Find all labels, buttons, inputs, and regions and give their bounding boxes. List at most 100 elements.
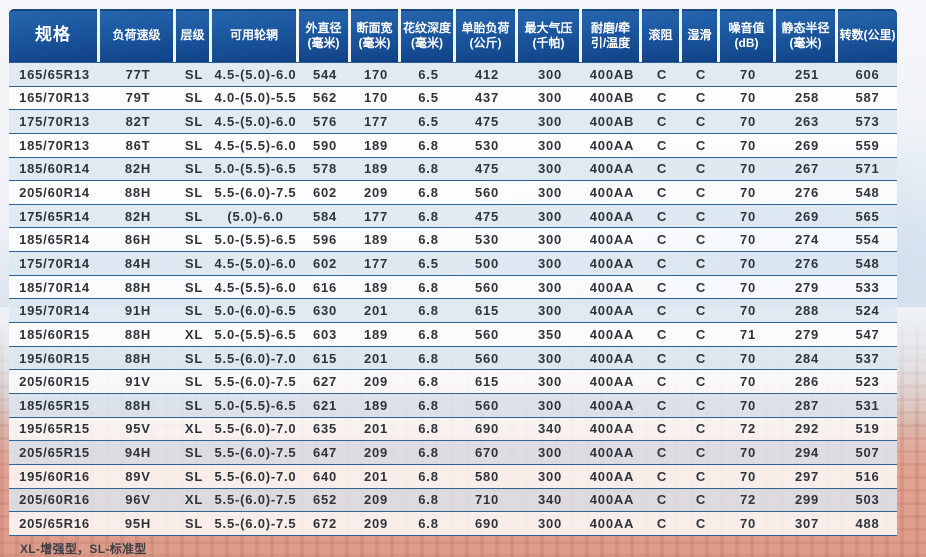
table-cell: 82T [125,114,151,130]
table-cell: 276 [794,185,820,201]
table-cell: 177 [363,114,389,130]
table-cell: C [656,114,668,130]
column-header-unit: (千帕) [532,35,565,50]
table-cell: 185/60R15 [19,326,90,342]
table-cell: 400AA [589,255,635,271]
table-cell: 5.5-(6.0)-7.5 [214,185,297,201]
column-header-label: 外直径 [305,21,342,36]
table-cell: C [695,350,707,366]
table-cell: C [656,90,668,106]
table-cell: 400AB [589,114,635,130]
table-cell: C [695,468,707,484]
table-cell: C [656,185,668,201]
table-cell: 307 [794,515,820,531]
table-cell: 475 [474,208,500,224]
table-cell: SL [184,208,204,224]
table-cell: 70 [739,137,757,153]
table-cell: 524 [855,303,880,319]
table-cell: 70 [739,515,757,531]
table-cell: 70 [739,208,757,224]
table-cell: SL [184,161,204,177]
table-cell: 615 [474,303,500,319]
table-cell: SL [184,515,204,531]
table-cell: 5.5-(6.0)-7.0 [214,421,297,437]
table-cell: C [695,161,707,177]
table-cell: 5.5-(6.0)-7.5 [214,515,297,531]
table-cell: C [695,303,707,319]
table-cell: C [695,326,707,342]
table-cell: 300 [537,515,563,531]
table-cell: 209 [363,492,389,508]
table-cell: SL [184,374,204,390]
table-cell: 4.0-(5.0)-5.5 [214,90,297,106]
table-cell: 185/70R13 [19,137,90,153]
table-cell: 400AA [589,185,635,201]
table-cell: 519 [855,421,880,437]
table-cell: C [695,421,707,437]
table-cell: 185/65R14 [19,232,90,248]
table-cell: 6.8 [418,421,439,437]
table-cell: 554 [855,232,880,248]
table-cell: 475 [474,161,500,177]
table-cell: C [656,137,668,153]
table-cell: 5.0-(5.5)-6.5 [214,326,297,342]
column-header-unit: (dB) [734,35,759,50]
table-cell: 300 [537,303,563,319]
table-cell: 400AA [589,326,635,342]
table-cell: 96V [125,492,151,508]
column-header-label: 噪音值 [728,21,765,36]
table-cell: 209 [363,185,389,201]
table-cell: 170 [363,66,389,82]
table-cell: C [695,185,707,201]
table-cell: 294 [794,445,820,461]
table-cell: 5.0-(5.5)-6.5 [214,161,297,177]
column-header-label: 层级 [180,28,205,43]
table-cell: 580 [474,468,500,484]
table-cell: 5.5-(6.0)-7.0 [214,350,297,366]
table-cell: 562 [312,90,338,106]
column-header-label: 断面宽 [356,21,393,36]
column-header-label: 最大气压 [524,21,573,36]
table-cell: C [656,468,668,484]
table-cell: 70 [739,185,757,201]
table-cell: 86T [125,137,151,153]
table-cell: 437 [474,90,500,106]
table-cell: 640 [312,468,338,484]
table-cell: 584 [312,208,338,224]
table-cell: SL [184,232,204,248]
column-header-wear-traction-temp: 耐磨/牵 引/温度 [582,9,642,62]
table-cell: 690 [474,515,500,531]
table-cell: C [695,137,707,153]
table-cell: 635 [312,421,338,437]
table-cell: 560 [474,326,500,342]
table-cell: SL [184,468,204,484]
table-cell: 189 [363,279,389,295]
table-cell: 72 [739,421,757,437]
table-row: 195/60R15 88H SL 5.5-(6.0)-7.0 615 201 6.8 560 3… [9,346,897,371]
table-cell: 70 [739,279,757,295]
table-cell: 300 [537,255,563,271]
table-cell: C [656,161,668,177]
table-cell: 300 [537,137,563,153]
column-header-label: 湿滑 [687,28,712,43]
table-cell: 72 [739,492,757,508]
table-cell: 500 [474,255,500,271]
table-cell: 70 [739,90,757,106]
table-cell: 587 [855,90,880,106]
column-header-unit: (毫米) [411,35,443,50]
column-header-label: 单胎负荷 [461,21,510,36]
table-row: 205/60R14 88H SL 5.5-(6.0)-7.5 602 209 6.8 560 3… [9,181,897,205]
column-header-label: 静态半径 [781,21,830,36]
table-cell: C [656,445,668,461]
table-cell: 88H [124,279,152,295]
table-row: 195/70R14 91H SL 5.0-(6.0)-6.5 630 201 6.8 615 3… [9,299,897,324]
table-cell: 300 [537,445,563,461]
table-cell: 350 [537,326,563,342]
table-cell: 4.5-(5.0)-6.0 [214,255,297,271]
table-cell: 400AA [589,161,635,177]
table-cell: 279 [794,326,820,342]
table-cell: 91V [125,374,151,390]
table-cell: 590 [312,137,338,153]
column-header-wet-grip: 湿滑 [682,9,720,62]
table-cell: 578 [312,161,338,177]
